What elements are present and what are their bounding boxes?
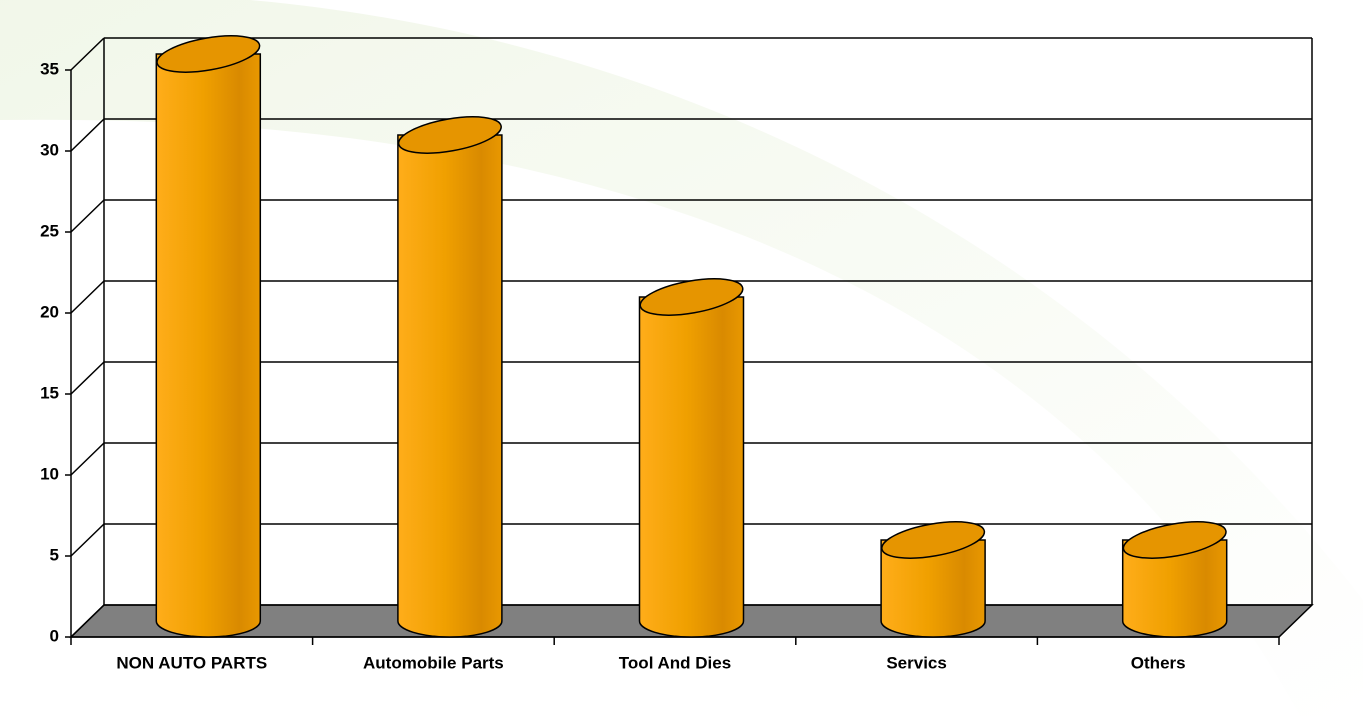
x-tick-label: Servics (886, 653, 947, 672)
grid-line-side (70, 442, 105, 476)
x-tick-label: NON AUTO PARTS (116, 653, 267, 672)
bar-top (881, 521, 986, 559)
bar-top (156, 35, 261, 73)
bar (638, 296, 745, 638)
y-tick-label: 5 (50, 545, 59, 564)
bar (155, 53, 262, 638)
grid-line-side (70, 199, 105, 233)
grid-line-side (70, 37, 105, 71)
y-tick-label: 35 (40, 59, 59, 78)
grid-line-side (70, 604, 105, 638)
grid-line-side (70, 118, 105, 152)
grid-line-side (70, 361, 105, 395)
y-tick-label: 10 (40, 464, 59, 483)
bar (397, 134, 503, 638)
bar-top (1122, 521, 1227, 559)
y-tick-label: 30 (40, 140, 59, 159)
grid-line-side (70, 280, 105, 314)
x-tick-label: Automobile Parts (363, 653, 504, 672)
y-tick-label: 25 (40, 221, 59, 240)
bar (880, 539, 986, 638)
y-tick-label: 15 (40, 383, 59, 402)
plot: 0 5 10 15 20 25 30 35 NON AUTO PARTS Automobile P… (40, 35, 1314, 672)
bar (1121, 539, 1228, 638)
bar-top (397, 116, 502, 154)
y-tick-label: 20 (40, 302, 59, 321)
y-tick-label: 0 (50, 626, 59, 645)
x-tick-label: Others (1131, 653, 1186, 672)
bar-top (639, 278, 744, 316)
x-tick-label: Tool And Dies (619, 653, 731, 672)
grid-line-side (70, 523, 105, 557)
